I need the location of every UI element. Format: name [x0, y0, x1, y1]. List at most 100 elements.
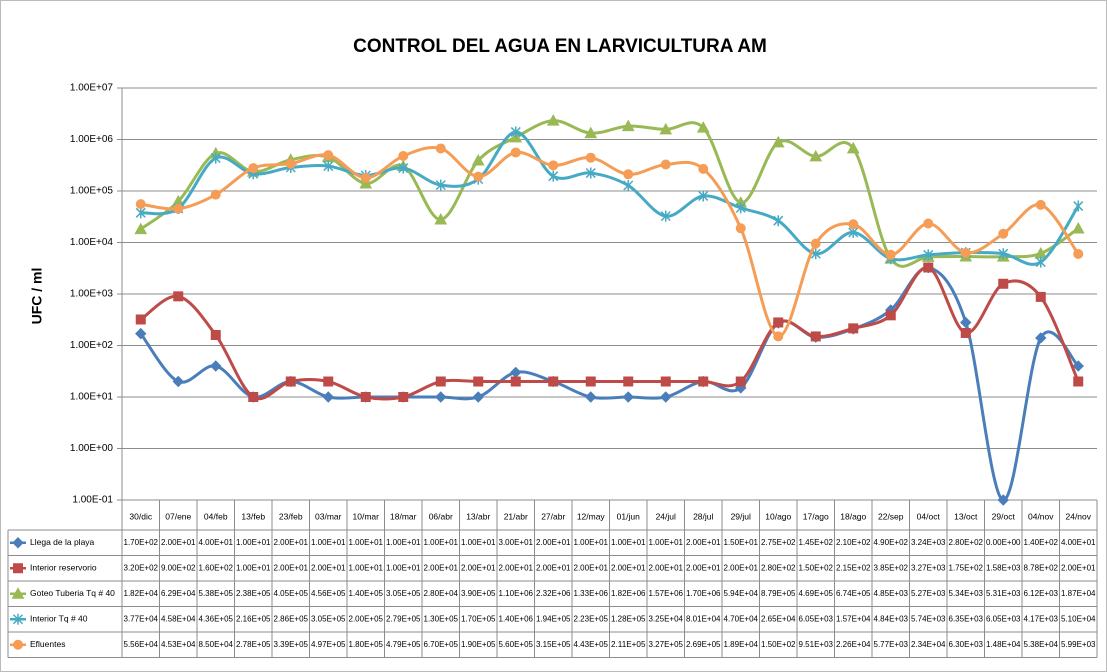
marker [885, 310, 896, 321]
marker [923, 262, 934, 273]
table-value: 1.00E+01 [311, 537, 346, 547]
table-value: 1.90E+05 [461, 639, 496, 649]
marker [923, 249, 934, 261]
marker [1035, 199, 1046, 210]
table-value: 1.60E+02 [199, 563, 234, 573]
marker [360, 172, 371, 183]
table-value: 6.74E+05 [836, 588, 871, 598]
table-value: 2.80E+02 [761, 563, 796, 573]
table-value: 1.89E+04 [724, 639, 759, 649]
table-value: 1.94E+05 [536, 614, 571, 624]
marker [848, 219, 859, 230]
marker [660, 159, 671, 170]
table-value: 2.00E+01 [574, 563, 609, 573]
table-value: 1.80E+05 [349, 639, 384, 649]
series: Interior reservorio 3.20E+02 9.00E+02 1.60E… [10, 262, 1096, 574]
marker [471, 154, 485, 166]
table-value: 8.50E+04 [199, 639, 234, 649]
table-value: 4.85E+03 [874, 588, 909, 598]
table-value: 5.10E+04 [1061, 614, 1096, 624]
marker [172, 375, 184, 388]
table-value: 2.10E+02 [836, 537, 871, 547]
x-tick-label: 17/ago [803, 511, 829, 521]
marker [323, 160, 334, 172]
table-value: 5.94E+04 [724, 588, 759, 598]
x-tick-label: 03/mar [315, 511, 342, 521]
table-value: 4.00E+01 [1061, 537, 1096, 547]
x-tick-label: 04/feb [204, 511, 228, 521]
marker [698, 190, 709, 202]
marker [585, 152, 596, 163]
table-value: 1.75E+02 [949, 563, 984, 573]
table-value: 1.50E+01 [724, 537, 759, 547]
table-value: 1.00E+01 [574, 537, 609, 547]
table-value: 2.00E+01 [499, 563, 534, 573]
table-value: 2.00E+01 [686, 563, 721, 573]
table-value: 3.39E+05 [274, 639, 309, 649]
table-value: 2.15E+02 [836, 563, 871, 573]
marker [773, 215, 784, 227]
marker [510, 126, 521, 138]
marker [473, 171, 484, 182]
chart-title: CONTROL DEL AGUA EN LARVICULTURA AM [353, 36, 767, 57]
table-value: 8.01E+04 [686, 614, 721, 624]
table-value: 2.11E+05 [611, 639, 646, 649]
marker [846, 141, 860, 154]
marker [210, 189, 221, 200]
x-tick-label: 29/oct [992, 511, 1016, 521]
marker [960, 247, 971, 258]
table-value: 2.26E+04 [836, 639, 871, 649]
table-value: 3.27E+03 [911, 563, 946, 573]
table-value: 1.50E+02 [761, 639, 796, 649]
table-value: 9.51E+03 [799, 639, 834, 649]
table-value: 1.00E+01 [386, 537, 421, 547]
marker [1072, 360, 1084, 372]
table-value: 1.00E+01 [424, 537, 459, 547]
table-value: 1.33E+06 [574, 588, 609, 598]
table-value: 2.38E+05 [236, 588, 271, 598]
marker [435, 376, 446, 387]
table-value: 2.78E+05 [236, 639, 271, 649]
y-tick-label: 1.00E+02 [70, 340, 114, 351]
marker [323, 376, 334, 387]
table-value: 1.40E+06 [499, 614, 534, 624]
table-value: 1.00E+01 [349, 537, 384, 547]
marker [998, 248, 1009, 260]
marker [735, 376, 746, 387]
x-tick-label: 13/oct [954, 511, 978, 521]
table-value: 2.00E+01 [424, 563, 459, 573]
table-value: 8.78E+02 [1024, 563, 1059, 573]
y-tick-label: 1.00E+07 [70, 83, 114, 94]
x-tick-label: 01/jun [617, 511, 640, 521]
marker [173, 203, 184, 214]
marker [1073, 248, 1084, 259]
table-value: 2.32E+06 [536, 588, 571, 598]
table-value: 1.50E+02 [799, 563, 834, 573]
marker [735, 202, 746, 214]
y-tick-label: 1.00E+04 [70, 237, 114, 248]
marker [548, 170, 559, 182]
table-value: 1.40E+02 [1024, 537, 1059, 547]
table-value: 1.70E+05 [461, 614, 496, 624]
marker [546, 114, 560, 126]
x-tick-label: 12/may [577, 511, 606, 521]
table-value: 1.30E+05 [424, 614, 459, 624]
table-value: 0.00E+00 [986, 537, 1021, 547]
legend-label: Interior reservorio [30, 563, 97, 573]
marker [698, 376, 709, 387]
table-value: 2.79E+05 [386, 614, 421, 624]
legend-label: Interior Tq # 40 [30, 614, 88, 624]
marker [810, 238, 821, 249]
marker [135, 199, 146, 210]
marker [472, 391, 484, 403]
table-value: 4.69E+05 [799, 588, 834, 598]
table-value: 3.25E+04 [649, 614, 684, 624]
table-value: 3.15E+05 [536, 639, 571, 649]
table-value: 1.57E+04 [836, 614, 871, 624]
table-value: 6.70E+05 [424, 639, 459, 649]
marker [323, 150, 334, 161]
table-value: 9.00E+02 [161, 563, 196, 573]
marker [210, 152, 221, 164]
table-value: 2.80E+04 [424, 588, 459, 598]
